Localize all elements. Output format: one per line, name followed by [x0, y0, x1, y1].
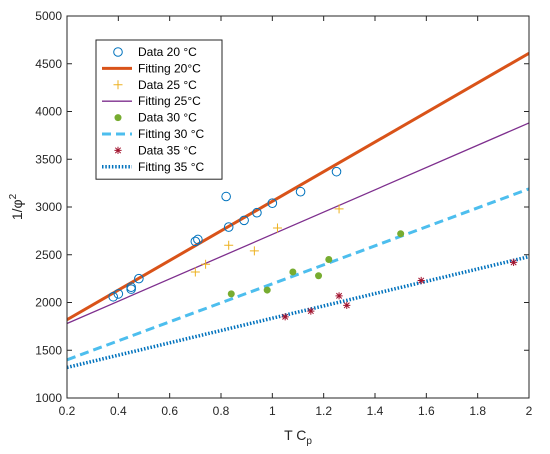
data-point: [335, 292, 343, 300]
y-tick-label: 2500: [35, 248, 62, 262]
data-point: [190, 267, 200, 277]
legend-entry: Fitting 20°C: [102, 61, 201, 75]
legend-swatch: [114, 114, 122, 122]
legend-label: Data 35 °C: [138, 143, 197, 157]
x-tick-label: 1.8: [469, 404, 486, 418]
x-tick-label: 1.6: [418, 404, 435, 418]
legend-entry: Fitting 35 °C: [102, 160, 204, 174]
fit-line: [67, 187, 529, 362]
y-tick-label: 5000: [35, 9, 62, 23]
data-point: [126, 284, 136, 294]
x-tick-label: 1.2: [315, 404, 332, 418]
data-point: [417, 276, 425, 285]
legend-swatch: [114, 146, 122, 154]
data-point: [295, 186, 306, 197]
legend-label: Data 30 °C: [138, 111, 197, 125]
x-tick-label: 2: [526, 404, 533, 418]
legend-swatch: [113, 47, 123, 57]
data-point: [397, 230, 405, 238]
data-point: [343, 301, 351, 309]
x-tick-label: 0.8: [213, 404, 230, 418]
data-point: [113, 289, 124, 299]
data-point: [223, 222, 234, 232]
series-1: [67, 51, 529, 321]
series-5: [67, 187, 529, 362]
legend-box: [95, 39, 223, 180]
legend-entry: Fitting 25°C: [102, 94, 201, 108]
fit-line: [67, 51, 529, 321]
data-point: [126, 282, 136, 293]
series-6: [281, 258, 518, 321]
data-point: [193, 234, 203, 245]
data-point: [108, 291, 118, 302]
x-tick-label: 0.6: [161, 404, 178, 418]
y-tick-label: 3500: [35, 152, 62, 166]
x-axis-label-main: T C: [284, 427, 306, 443]
legend-label: Fitting 30 °C: [138, 127, 204, 141]
legend-entry: Data 25 °C: [113, 78, 197, 92]
x-axis-label: T Cp: [284, 427, 312, 447]
y-axis-label-main: 1/φ: [9, 199, 25, 220]
fit-line: [67, 122, 529, 325]
x-tick-label: 0.4: [110, 404, 127, 418]
data-point: [289, 268, 297, 276]
ticks-layer: 0.2 0.4 0.6 0.8 1 1.2 1.4 1.6 1.8 2 1000 1500 2000 25…: [35, 9, 532, 418]
x-tick-label: 1: [269, 404, 276, 418]
x-axis-label-sub: p: [306, 436, 312, 447]
data-point: [221, 191, 231, 202]
legend-entry: Fitting 30 °C: [102, 127, 204, 141]
data-point: [227, 290, 235, 298]
legend-label: Fitting 35 °C: [138, 160, 204, 174]
data-point: [325, 256, 333, 264]
y-tick-label: 4000: [35, 105, 62, 119]
y-axis-label: 1/φ2: [8, 193, 25, 220]
y-tick-label: 2000: [35, 296, 62, 310]
y-axis-label-sup: 2: [8, 193, 19, 199]
data-point: [201, 259, 211, 269]
legend-entry: Data 30 °C: [114, 111, 197, 125]
data-point: [252, 207, 262, 218]
data-point: [510, 258, 518, 266]
data-point: [267, 198, 278, 208]
data-point: [239, 215, 249, 226]
series-layer: [67, 51, 529, 370]
series-0: [108, 166, 342, 302]
legend-entry: Data 35 °C: [114, 143, 197, 157]
data-point: [315, 272, 323, 280]
y-tick-label: 3000: [35, 200, 62, 214]
data-point: [334, 204, 344, 214]
series-4: [227, 230, 405, 298]
data-point: [281, 313, 289, 321]
series-3: [67, 122, 529, 325]
series-2: [190, 204, 344, 277]
data-point: [331, 166, 342, 177]
legend-label: Data 25 °C: [138, 78, 197, 92]
data-point: [263, 286, 271, 294]
data-point: [272, 223, 282, 233]
data-point: [190, 236, 201, 247]
data-point: [249, 246, 259, 256]
y-tick-label: 1000: [35, 391, 62, 405]
data-point: [224, 240, 234, 250]
legend: Data 20 °C Fitting 20°C Data 25 °C Fitting …: [95, 39, 223, 180]
data-point: [134, 273, 144, 284]
legend-swatch: [113, 80, 123, 90]
x-tick-label: 0.2: [59, 404, 76, 418]
x-tick-label: 1.4: [367, 404, 384, 418]
legend-label: Fitting 25°C: [138, 94, 201, 108]
y-tick-label: 1500: [35, 343, 62, 357]
data-point: [307, 307, 315, 315]
legend-label: Fitting 20°C: [138, 61, 201, 75]
legend-label: Data 20 °C: [138, 45, 197, 59]
legend-entry: Data 20 °C: [113, 45, 197, 59]
y-tick-label: 4500: [35, 57, 62, 71]
